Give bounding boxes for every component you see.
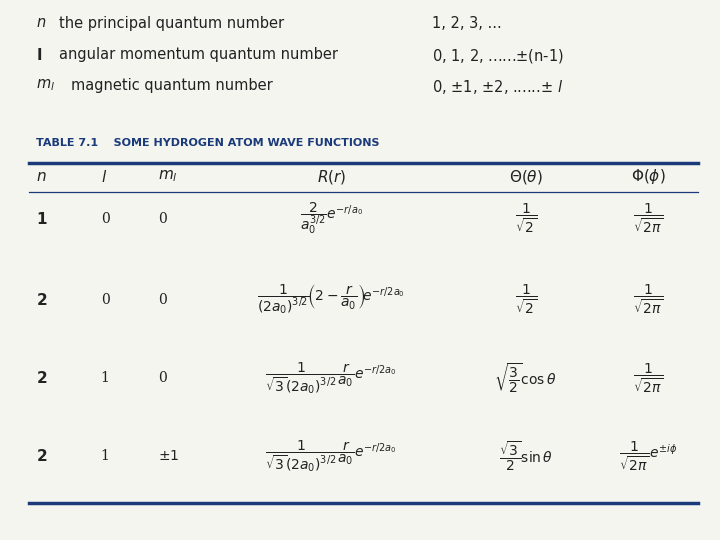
Text: 1: 1 xyxy=(101,449,109,463)
Text: $\sqrt{\dfrac{3}{2}}\cos\theta$: $\sqrt{\dfrac{3}{2}}\cos\theta$ xyxy=(495,361,557,395)
Text: $\dfrac{1}{\sqrt{2\pi}}$: $\dfrac{1}{\sqrt{2\pi}}$ xyxy=(633,361,663,395)
Text: $\dfrac{1}{\sqrt{3}(2a_0)^{3/2}}\dfrac{r}{a_0}e^{-r/2a_0}$: $\dfrac{1}{\sqrt{3}(2a_0)^{3/2}}\dfrac{r… xyxy=(266,360,397,396)
Text: $n$: $n$ xyxy=(36,16,46,30)
Text: $\mathbf{2}$: $\mathbf{2}$ xyxy=(36,370,48,386)
Text: $\dfrac{1}{\sqrt{2\pi}}$: $\dfrac{1}{\sqrt{2\pi}}$ xyxy=(633,283,663,316)
Text: 0: 0 xyxy=(101,212,109,226)
Text: 1, 2, 3, ...: 1, 2, 3, ... xyxy=(432,16,502,31)
Text: TABLE 7.1    SOME HYDROGEN ATOM WAVE FUNCTIONS: TABLE 7.1 SOME HYDROGEN ATOM WAVE FUNCTI… xyxy=(36,138,379,148)
Text: $l$: $l$ xyxy=(101,168,107,185)
Text: angular momentum quantum number: angular momentum quantum number xyxy=(59,47,338,62)
Text: $\Phi(\phi)$: $\Phi(\phi)$ xyxy=(631,167,665,186)
Text: $\mathbf{1}$: $\mathbf{1}$ xyxy=(36,211,48,227)
Text: $\Theta(\theta)$: $\Theta(\theta)$ xyxy=(508,167,543,186)
Text: $\dfrac{1}{(2a_0)^{3/2}}\!\left(2-\dfrac{r}{a_0}\right)\!e^{-r/2a_0}$: $\dfrac{1}{(2a_0)^{3/2}}\!\left(2-\dfrac… xyxy=(257,283,405,316)
Text: $n$: $n$ xyxy=(36,170,47,184)
Text: $\pm1$: $\pm1$ xyxy=(158,449,180,463)
Text: magnetic quantum number: magnetic quantum number xyxy=(71,78,272,93)
Text: $\dfrac{2}{a_0^{3/2}}e^{-r/a_0}$: $\dfrac{2}{a_0^{3/2}}e^{-r/a_0}$ xyxy=(300,201,363,237)
Text: $R(r)$: $R(r)$ xyxy=(317,167,346,186)
Text: $\dfrac{1}{\sqrt{3}(2a_0)^{3/2}}\dfrac{r}{a_0}e^{-r/2a_0}$: $\dfrac{1}{\sqrt{3}(2a_0)^{3/2}}\dfrac{r… xyxy=(266,438,397,474)
Text: the principal quantum number: the principal quantum number xyxy=(59,16,284,31)
Text: $\mathbf{2}$: $\mathbf{2}$ xyxy=(36,448,48,464)
Text: $\dfrac{1}{\sqrt{2\pi}}e^{\pm i\phi}$: $\dfrac{1}{\sqrt{2\pi}}e^{\pm i\phi}$ xyxy=(618,440,678,473)
Text: $m_l$: $m_l$ xyxy=(158,168,178,185)
Text: $\dfrac{1}{\sqrt{2}}$: $\dfrac{1}{\sqrt{2}}$ xyxy=(515,283,536,316)
Text: 0, 1, 2, ......$\pm$(n-1): 0, 1, 2, ......$\pm$(n-1) xyxy=(432,47,564,65)
Text: $\mathbf{2}$: $\mathbf{2}$ xyxy=(36,292,48,308)
Text: $\dfrac{\sqrt{3}}{2}\sin\theta$: $\dfrac{\sqrt{3}}{2}\sin\theta$ xyxy=(498,440,553,473)
Text: 1: 1 xyxy=(101,371,109,385)
Text: 0: 0 xyxy=(158,212,167,226)
Text: 0: 0 xyxy=(101,293,109,307)
Text: $\dfrac{1}{\sqrt{2}}$: $\dfrac{1}{\sqrt{2}}$ xyxy=(515,202,536,235)
Text: 0: 0 xyxy=(158,371,167,385)
Text: 0: 0 xyxy=(158,293,167,307)
Text: $\mathbf{l}$: $\mathbf{l}$ xyxy=(36,47,42,64)
Text: $m_l$: $m_l$ xyxy=(36,78,55,93)
Text: $\dfrac{1}{\sqrt{2\pi}}$: $\dfrac{1}{\sqrt{2\pi}}$ xyxy=(633,202,663,235)
Text: 0, $\pm$1, $\pm$2, ......$\pm$ $l$: 0, $\pm$1, $\pm$2, ......$\pm$ $l$ xyxy=(432,78,563,96)
